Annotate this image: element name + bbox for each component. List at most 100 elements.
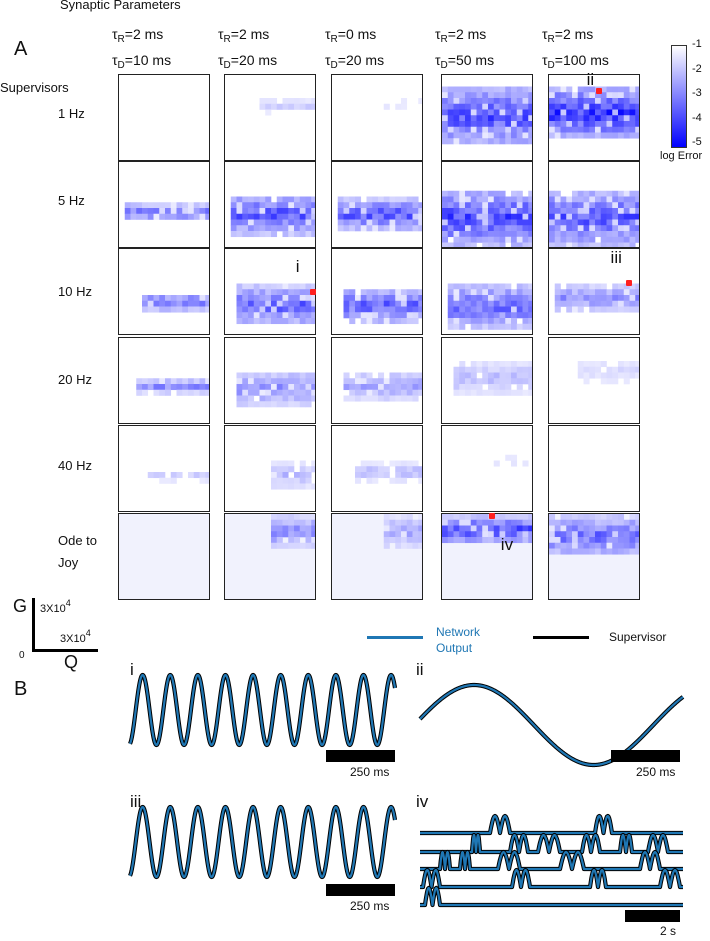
heatmap-cell: [199, 378, 206, 385]
heatmap-panel-r0-c3: [441, 74, 533, 161]
heatmap-cell: [623, 300, 630, 307]
heatmap-cell: [589, 236, 596, 243]
heatmap-cell: [378, 295, 385, 302]
heatmap-cell: [378, 219, 385, 226]
heatmap-cell: [401, 213, 408, 220]
heatmap-cell: [236, 300, 243, 307]
heatmap-cell: [606, 289, 613, 296]
heatmap-cell: [372, 208, 379, 215]
heatmap-cell: [271, 378, 278, 385]
heatmap-cell: [476, 525, 483, 532]
heatmap-cell: [366, 196, 373, 203]
heatmap-cell: [606, 306, 613, 313]
heatmap-cell: [511, 389, 518, 396]
heatmap-cell: [159, 472, 166, 479]
heatmap-panel-r5-c3: [441, 513, 533, 600]
heatmap-cell: [288, 401, 295, 408]
heatmap-cell: [176, 306, 183, 313]
heatmap-cell: [459, 231, 466, 238]
heatmap-cell: [276, 389, 283, 396]
heatmap-cell: [288, 531, 295, 538]
heatmap-cell: [522, 300, 529, 307]
heatmap-cell: [511, 115, 518, 122]
heatmap-cell: [499, 323, 506, 330]
heatmap-cell: [600, 213, 607, 220]
heatmap-cell: [378, 312, 385, 319]
heatmap-cell: [453, 384, 460, 391]
heatmap-cell: [482, 531, 489, 538]
heatmap-cell: [199, 202, 206, 209]
heatmap-cell: [499, 132, 506, 139]
heatmap-cell: [511, 525, 518, 532]
heatmap-cell: [595, 519, 602, 526]
heatmap-cell: [242, 289, 249, 296]
heatmap-cell: [242, 372, 249, 379]
heatmap-cell: [349, 196, 356, 203]
heatmap-cell: [528, 213, 532, 220]
heatmap-cell: [142, 208, 149, 215]
heatmap-cell: [271, 401, 278, 408]
heatmap-cell: [482, 115, 489, 122]
heatmap-cell: [595, 361, 602, 368]
heatmap-cell: [499, 372, 506, 379]
heatmap-cell: [265, 401, 272, 408]
heatmap-cell: [499, 208, 506, 215]
heatmap-cell: [499, 361, 506, 368]
heatmap-cell: [389, 295, 396, 302]
heatmap-panel-r4-c3: [441, 425, 533, 512]
heatmap-cell: [453, 132, 460, 139]
heatmap-cell: [153, 295, 160, 302]
panel-label-b: B: [14, 678, 28, 700]
heatmap-cell: [276, 225, 283, 232]
heatmap-cell: [465, 126, 472, 133]
heatmap-cell: [442, 190, 449, 197]
heatmap-cell: [372, 289, 379, 296]
heatmap-cell: [600, 372, 607, 379]
heatmap-cell: [236, 389, 243, 396]
heatmap-cell: [282, 542, 289, 549]
heatmap-cell: [271, 537, 278, 544]
heatmap-cell: [305, 401, 312, 408]
heatmap-cell: [142, 384, 149, 391]
heatmap-cell: [305, 312, 312, 319]
heatmap-cell: [294, 196, 301, 203]
heatmap-cell: [612, 115, 619, 122]
heatmap-cell: [182, 295, 189, 302]
heatmap-cell: [589, 519, 596, 526]
row-label-2: 10 Hz: [58, 284, 92, 299]
heatmap-cell: [248, 295, 255, 302]
heatmap-cell: [589, 548, 596, 555]
heatmap-cell: [294, 202, 301, 209]
heatmap-cell: [583, 236, 590, 243]
heatmap-cell: [522, 460, 529, 467]
heatmap-cell: [159, 389, 166, 396]
heatmap-cell: [282, 472, 289, 479]
heatmap-cell: [176, 213, 183, 220]
heatmap-cell: [294, 525, 301, 532]
heatmap-cell: [618, 126, 625, 133]
heatmap-cell: [366, 389, 373, 396]
heatmap-panel-r5-c1: [224, 513, 316, 600]
heatmap-cell: [499, 312, 506, 319]
heatmap-cell: [412, 219, 419, 226]
scale-label-iii: 250 ms: [350, 899, 390, 913]
heatmap-cell: [589, 121, 596, 128]
column-header-tau-r: τR=2 ms: [435, 26, 487, 45]
heatmap-cell: [366, 306, 373, 313]
heatmap-cell: [612, 86, 619, 93]
heatmap-cell: [406, 202, 413, 209]
heatmap-cell: [294, 289, 301, 296]
heatmap-cell: [378, 208, 385, 215]
heatmap-cell: [459, 202, 466, 209]
heatmap-cell: [242, 213, 249, 220]
heatmap-cell: [618, 202, 625, 209]
heatmap-cell: [572, 202, 579, 209]
heatmap-cell: [623, 236, 630, 243]
heatmap-cell: [499, 289, 506, 296]
heatmap-cell: [170, 208, 177, 215]
heatmap-cell: [618, 92, 625, 99]
heatmap-cell: [505, 126, 512, 133]
heatmap-cell: [505, 202, 512, 209]
heatmap-cell: [130, 213, 137, 220]
heatmap-cell: [282, 98, 289, 105]
